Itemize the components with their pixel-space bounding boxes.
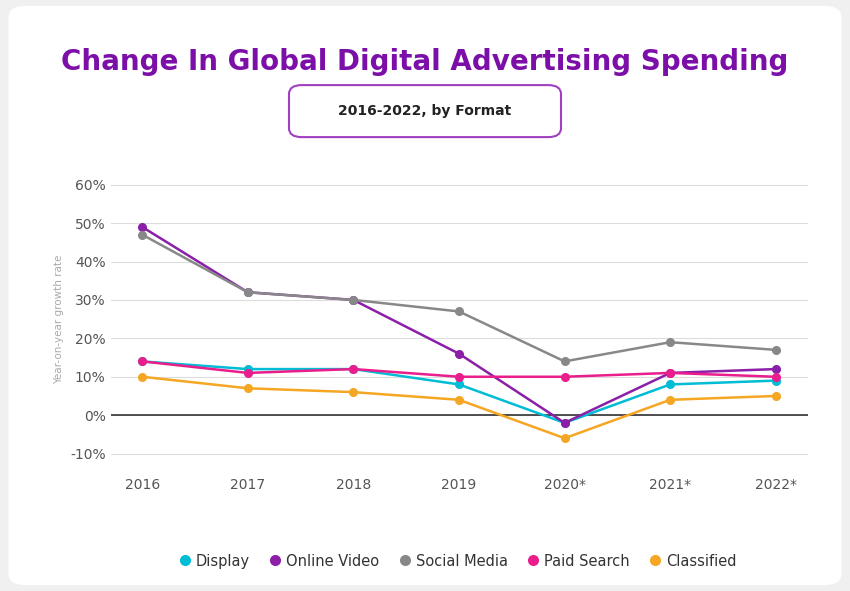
Line: Display: Display <box>139 358 779 427</box>
Classified <box>665 397 675 404</box>
Line: Classified: Classified <box>139 373 779 442</box>
Social Media <box>559 358 570 365</box>
Line: Social Media: Social Media <box>139 231 779 365</box>
Social Media <box>454 308 464 315</box>
Paid Search <box>137 358 147 365</box>
Paid Search <box>348 365 359 373</box>
Social Media <box>243 289 253 296</box>
Classified <box>559 435 570 442</box>
Line: Online Video: Online Video <box>139 223 779 427</box>
Text: Change In Global Digital Advertising Spending: Change In Global Digital Advertising Spe… <box>61 48 789 76</box>
Classified <box>137 374 147 381</box>
Social Media <box>665 339 675 346</box>
Online Video <box>243 289 253 296</box>
Line: Paid Search: Paid Search <box>139 358 779 381</box>
Paid Search <box>665 369 675 376</box>
Display <box>243 365 253 373</box>
Social Media <box>137 231 147 238</box>
Display <box>771 377 781 384</box>
Text: 2016-2022, by Format: 2016-2022, by Format <box>338 103 512 118</box>
Online Video <box>137 223 147 230</box>
Classified <box>454 397 464 404</box>
Display <box>348 365 359 373</box>
Display <box>665 381 675 388</box>
Paid Search <box>771 374 781 381</box>
Classified <box>348 389 359 396</box>
Y-axis label: Year-on-year growth rate: Year-on-year growth rate <box>54 255 65 384</box>
Online Video <box>665 369 675 376</box>
Legend: Display, Online Video, Social Media, Paid Search, Classified: Display, Online Video, Social Media, Pai… <box>175 548 743 574</box>
Social Media <box>771 346 781 353</box>
Paid Search <box>243 369 253 376</box>
Classified <box>243 385 253 392</box>
Paid Search <box>454 374 464 381</box>
Display <box>454 381 464 388</box>
Online Video <box>559 420 570 427</box>
Online Video <box>771 365 781 373</box>
Online Video <box>348 297 359 304</box>
Display <box>137 358 147 365</box>
Social Media <box>348 297 359 304</box>
Display <box>559 420 570 427</box>
Paid Search <box>559 374 570 381</box>
Online Video <box>454 350 464 357</box>
Classified <box>771 392 781 400</box>
